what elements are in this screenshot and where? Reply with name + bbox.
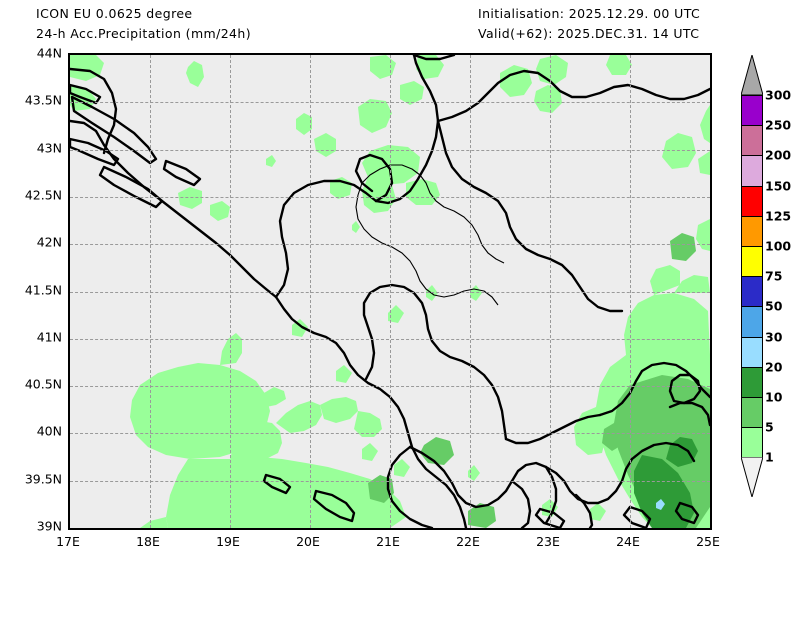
colorbar-over-arrow: [740, 53, 764, 96]
colorbar[interactable]: 300 250 200 150 125 100 75 50 30 20 10 5 1: [741, 88, 791, 465]
colorbar-tick-label: 50: [765, 298, 783, 314]
colorbar-band: [741, 155, 763, 186]
gridline-horizontal: [70, 196, 710, 198]
y-axis-label: 42.5N: [24, 187, 62, 203]
colorbar-tick-label: 100: [765, 238, 792, 254]
y-axis-label: 43N: [36, 140, 62, 156]
y-axis-label: 40.5N: [24, 376, 62, 392]
y-axis-label: 43.5N: [24, 92, 62, 108]
valid-time-label: Valid(+62): 2025.DEC.31. 14 UTC: [478, 26, 700, 41]
colorbar-tick-label: 1: [765, 449, 774, 465]
x-axis-label: 24E: [616, 534, 640, 549]
colorbar-tick-label: 150: [765, 178, 792, 194]
parameter-label: 24-h Acc.Precipitation (mm/24h): [36, 26, 252, 41]
colorbar-tick-label: 250: [765, 117, 792, 133]
colorbar-tick-label: 125: [765, 208, 792, 224]
colorbar-band: [741, 185, 763, 216]
gridline-horizontal: [70, 386, 710, 388]
x-axis-label: 18E: [136, 534, 160, 549]
gridline-horizontal: [70, 244, 710, 246]
colorbar-tick-label: 30: [765, 329, 783, 345]
x-axis-label: 22E: [456, 534, 480, 549]
colorbar-band: [741, 336, 763, 367]
y-axis-label: 41N: [36, 329, 62, 345]
y-axis-label: 44N: [36, 45, 62, 61]
gridline-horizontal: [70, 480, 710, 482]
y-axis-label: 39N: [36, 518, 62, 534]
initialisation-label: Initialisation: 2025.12.29. 00 UTC: [478, 6, 701, 21]
gridline-horizontal: [70, 433, 710, 435]
colorbar-tick-label: 10: [765, 389, 783, 405]
colorbar-tick-label: 75: [765, 268, 783, 284]
y-axis-label: 42N: [36, 234, 62, 250]
gridline-horizontal: [70, 102, 710, 104]
colorbar-tick-label: 300: [765, 87, 792, 103]
y-axis-label: 39.5N: [24, 471, 62, 487]
x-axis-label: 23E: [536, 534, 560, 549]
colorbar-under-wedge: [740, 456, 764, 500]
colorbar-band: [741, 396, 763, 428]
x-axis-label: 25E: [696, 534, 720, 549]
colorbar-tick-label: 5: [765, 419, 774, 435]
y-axis-label: 40N: [36, 423, 62, 439]
colorbar-band: [741, 245, 763, 277]
colorbar-band: [741, 427, 763, 458]
x-axis-label: 19E: [216, 534, 240, 549]
colorbar-band: [741, 306, 763, 337]
colorbar-band: [741, 125, 763, 156]
colorbar-tick-label: 20: [765, 359, 783, 375]
gridline-horizontal: [70, 338, 710, 340]
x-axis-label: 21E: [376, 534, 400, 549]
colorbar-tick-label: 200: [765, 147, 792, 163]
colorbar-band: [741, 366, 763, 397]
x-axis-label: 17E: [56, 534, 80, 549]
x-axis-label: 20E: [296, 534, 320, 549]
colorbar-band: [741, 95, 763, 126]
colorbar-band: [741, 276, 763, 307]
colorbar-band: [741, 215, 763, 246]
y-axis-label: 41.5N: [24, 282, 62, 297]
map-plot-area[interactable]: [68, 53, 712, 530]
gridline-horizontal: [70, 149, 710, 151]
gridline-horizontal: [70, 291, 710, 293]
model-name-label: ICON EU 0.0625 degree: [36, 6, 193, 21]
